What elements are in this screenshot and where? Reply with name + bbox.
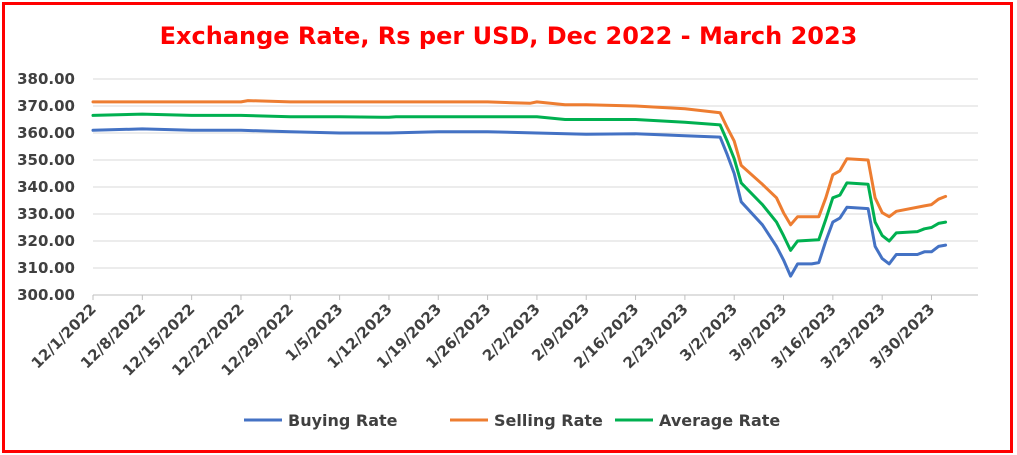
y-tick-label: 360.00 bbox=[17, 124, 75, 142]
x-axis bbox=[92, 294, 978, 300]
y-tick-label: 320.00 bbox=[17, 232, 75, 250]
legend: Buying Rate Selling Rate Average Rate bbox=[244, 411, 780, 430]
series-line-buying-rate bbox=[91, 127, 948, 278]
y-tick-label: 380.00 bbox=[17, 70, 75, 88]
x-axis-ticks: 12/1/202212/8/202212/15/202212/22/202212… bbox=[28, 300, 939, 380]
y-tick-label: 310.00 bbox=[17, 259, 75, 277]
legend-label-buying-rate: Buying Rate bbox=[288, 411, 398, 430]
y-tick-label: 330.00 bbox=[17, 205, 75, 223]
y-tick-label: 340.00 bbox=[17, 178, 75, 196]
series-line-selling-rate bbox=[91, 99, 948, 227]
y-axis-ticks: 300.00 310.00 320.00 330.00 340.00 350.00 360.… bbox=[17, 70, 75, 304]
y-tick-label: 370.00 bbox=[17, 97, 75, 115]
gridlines bbox=[93, 78, 978, 269]
series-lines bbox=[91, 99, 948, 278]
series-line-average-rate bbox=[91, 112, 948, 252]
legend-label-average-rate: Average Rate bbox=[659, 411, 780, 430]
legend-label-selling-rate: Selling Rate bbox=[494, 411, 603, 430]
y-tick-label: 300.00 bbox=[17, 286, 75, 304]
chart-title: Exchange Rate, Rs per USD, Dec 2022 - Ma… bbox=[159, 22, 858, 50]
y-tick-label: 350.00 bbox=[17, 151, 75, 169]
